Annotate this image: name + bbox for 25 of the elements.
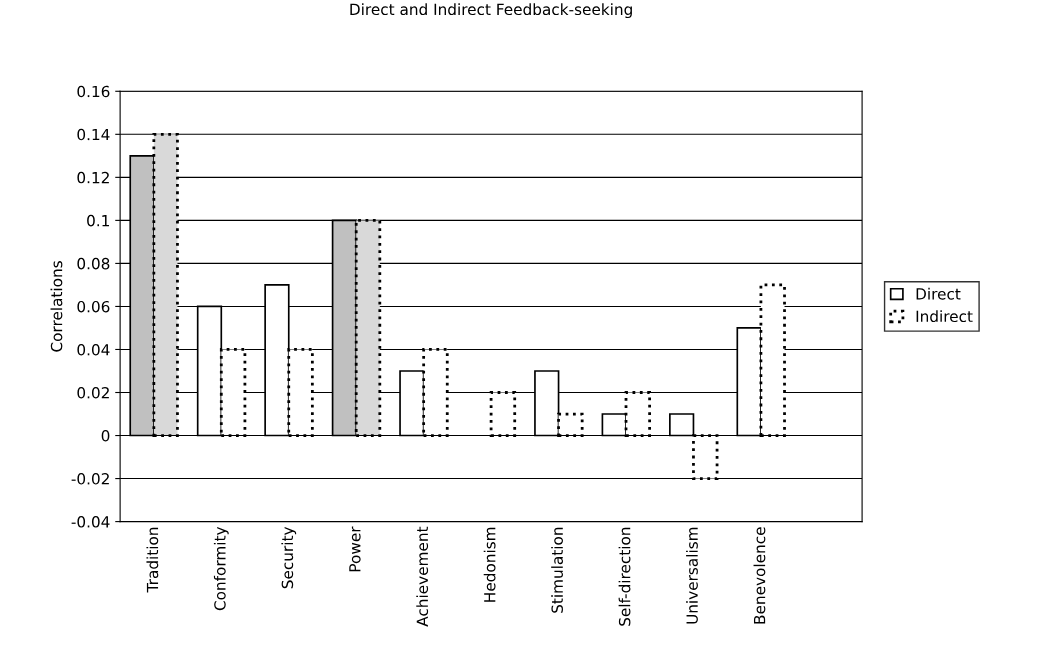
- x-tick-label: Security: [281, 526, 297, 589]
- x-tick-label: Achievement: [416, 526, 429, 627]
- x-tick-label: Tradition: [146, 527, 159, 593]
- x-tick-label: Benevolence: [753, 527, 766, 624]
- y-tick-label: 0.16: [77, 85, 110, 98]
- y-tick-label: 0.02: [77, 386, 109, 399]
- y-tick-label: 0.06: [77, 300, 110, 313]
- y-tick-label: 0.12: [77, 171, 109, 184]
- legend-label: Direct: [916, 287, 961, 300]
- chart-title: Direct and Indirect Feedback-seeking: [350, 3, 632, 19]
- x-tick-label: Universalism: [686, 527, 698, 624]
- y-tick-label: 0.1: [87, 214, 109, 227]
- y-axis-title: Correlations: [50, 261, 63, 352]
- y-tick-label: 0: [101, 430, 110, 442]
- x-tick-label: Stimulation: [551, 527, 563, 613]
- x-tick-label: Hedonism: [483, 527, 496, 602]
- y-tick-label: -0.02: [71, 473, 109, 485]
- y-tick-label: 0.04: [77, 343, 110, 356]
- legend-label: Indirect: [916, 310, 973, 323]
- y-tick-label: -0.04: [71, 516, 110, 528]
- y-tick-label: 0.08: [77, 257, 110, 270]
- x-tick-label: Power: [349, 526, 361, 572]
- y-tick-label: 0.14: [77, 128, 110, 141]
- x-tick-label: Self-direction: [618, 527, 631, 626]
- x-tick-label: Conformity: [213, 526, 229, 611]
